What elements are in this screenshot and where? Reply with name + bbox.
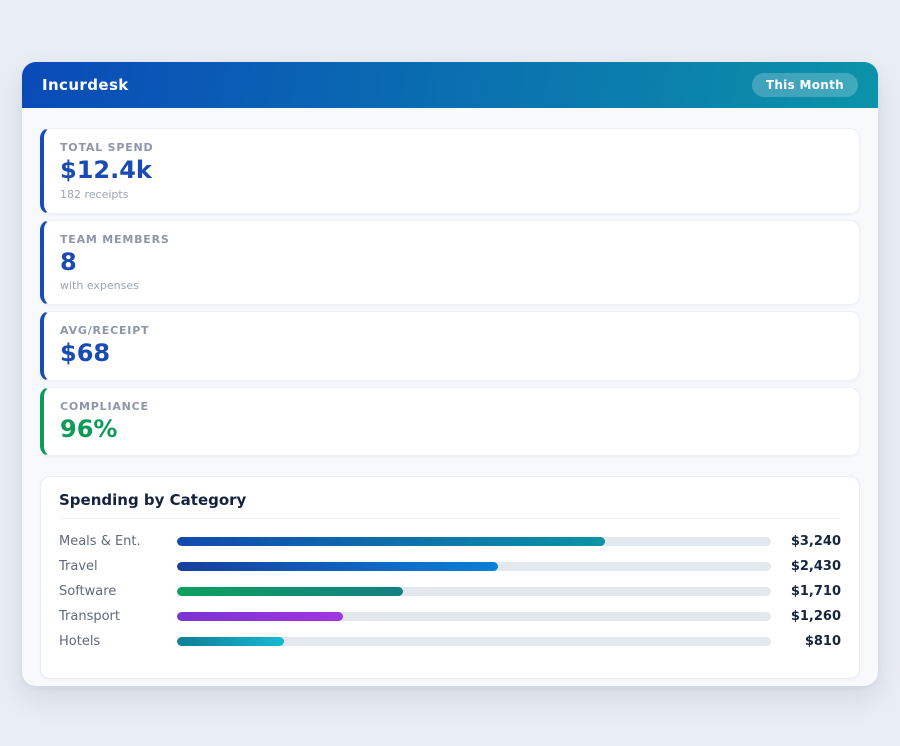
stat-subtext: with expenses	[60, 279, 139, 293]
stat-value: 96%	[60, 414, 118, 443]
stat-subtext: 182 receipts	[60, 187, 129, 201]
stat-label: TEAM MEMBERS	[60, 232, 170, 246]
category-label: Software	[59, 584, 117, 600]
category-label: Hotels	[59, 634, 101, 650]
stat-card: COMPLIANCE 96%	[40, 386, 860, 457]
stat-value: 8	[60, 247, 77, 276]
bar-track	[177, 537, 771, 547]
stat-label: AVG/RECEIPT	[60, 324, 150, 338]
category-label: Transport	[59, 609, 121, 625]
stat-card: TEAM MEMBERS 8 with expenses	[40, 219, 860, 306]
bar-track	[177, 587, 771, 597]
stats-list: TOTAL SPEND $12.4k 182 receipts TEAM MEM…	[40, 128, 860, 457]
bar-track	[177, 637, 771, 647]
stat-label: COMPLIANCE	[60, 399, 149, 413]
stat-value: $68	[60, 339, 111, 368]
bar-fill	[177, 612, 344, 622]
category-label: Travel	[59, 559, 98, 575]
dashboard-content: TOTAL SPEND $12.4k 182 receipts TEAM MEM…	[22, 108, 878, 686]
bar-fill	[177, 537, 605, 547]
chart-row: Travel $2,430	[59, 554, 841, 579]
bar-fill	[177, 562, 498, 572]
stat-card: TOTAL SPEND $12.4k 182 receipts	[40, 128, 860, 214]
bar-fill	[177, 587, 403, 597]
spending-chart-card: Spending by Category Meals & Ent. $3,240…	[40, 476, 860, 680]
stat-label: TOTAL SPEND	[60, 141, 154, 154]
category-value: $810	[804, 634, 841, 650]
category-value: $2,430	[790, 559, 841, 575]
chart-row: Hotels $810	[59, 629, 841, 654]
bar-track	[177, 612, 771, 622]
category-label: Meals & Ent.	[59, 534, 141, 550]
bar-fill	[177, 637, 284, 647]
dashboard-panel: Incurdesk This Month TOTAL SPEND $12.4k …	[22, 62, 878, 686]
chart-row: Meals & Ent. $3,240	[59, 529, 841, 554]
chart-row: Transport $1,260	[59, 604, 841, 629]
chart-row: Software $1,710	[59, 579, 841, 604]
chart-rows: Meals & Ent. $3,240 Travel $2,430 Softwa…	[59, 529, 841, 654]
app-title: Incurdesk	[42, 76, 129, 94]
bar-track	[177, 562, 771, 572]
stat-card: AVG/RECEIPT $68	[40, 311, 860, 381]
category-value: $3,240	[790, 534, 841, 550]
category-value: $1,710	[790, 584, 841, 600]
period-badge[interactable]: This Month	[751, 73, 858, 97]
app-header: Incurdesk This Month	[22, 62, 878, 108]
chart-title: Spending by Category	[59, 491, 841, 520]
category-value: $1,260	[790, 609, 841, 625]
stat-value: $12.4k	[60, 156, 152, 184]
